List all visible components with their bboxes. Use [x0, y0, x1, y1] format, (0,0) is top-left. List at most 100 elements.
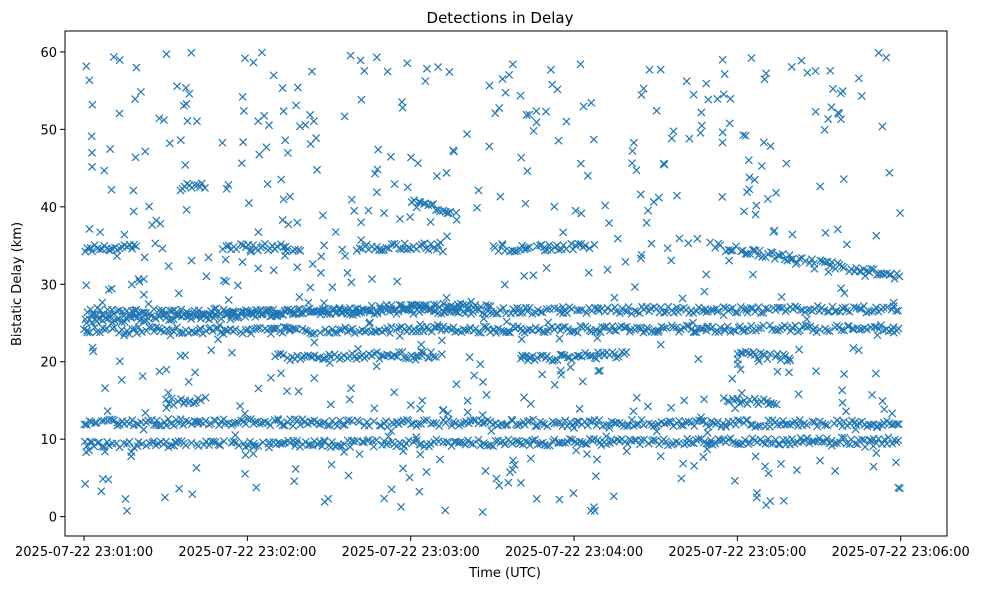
clutter-detection-marker [387, 485, 396, 494]
clutter-detection-marker [629, 138, 638, 147]
clutter-detection-marker [482, 390, 491, 399]
clutter-detection-marker [751, 210, 760, 219]
track-detection-marker [145, 439, 154, 448]
clutter-detection-marker [173, 82, 182, 91]
clutter-detection-marker [553, 85, 562, 94]
clutter-detection-marker [751, 452, 760, 461]
clutter-detection-marker [465, 353, 474, 362]
track-detection-marker [825, 327, 834, 336]
clutter-detection-marker [632, 166, 641, 175]
clutter-detection-marker [326, 443, 335, 452]
clutter-detection-marker [836, 89, 845, 98]
track-detection-marker [563, 422, 572, 431]
clutter-detection-marker [367, 275, 377, 284]
clutter-detection-marker [106, 145, 115, 154]
clutter-detection-marker [191, 368, 200, 377]
track-detection-marker [690, 421, 699, 430]
track-detection-marker [660, 419, 669, 428]
clutter-detection-marker [656, 65, 665, 74]
clutter-detection-marker [838, 398, 847, 407]
clutter-detection-marker [481, 466, 490, 475]
clutter-detection-marker [140, 253, 149, 262]
clutter-detection-marker [310, 338, 319, 347]
x-tick-label: 2025-07-22 23:03:00 [342, 545, 480, 560]
track-detection-marker [862, 325, 871, 334]
track-detection-marker [190, 328, 199, 337]
clutter-detection-marker [346, 51, 355, 60]
clutter-detection-marker [241, 469, 250, 478]
clutter-detection-marker [885, 168, 894, 177]
clutter-detection-marker [697, 121, 706, 130]
track-detection-marker [113, 315, 122, 324]
clutter-detection-marker [526, 454, 535, 463]
clutter-detection-marker [399, 447, 408, 456]
track-detection-marker [595, 416, 604, 425]
track-detection-marker [456, 419, 465, 428]
clutter-detection-marker [406, 401, 415, 410]
clutter-detection-marker [82, 448, 91, 457]
track-detection-marker [538, 419, 547, 428]
clutter-detection-marker [310, 374, 319, 383]
clutter-detection-marker [810, 264, 819, 273]
track-detection-marker [243, 415, 252, 424]
track-detection-marker [255, 419, 264, 428]
clutter-detection-marker [696, 128, 705, 137]
clutter-detection-marker [355, 450, 364, 459]
track-detection-marker [115, 244, 124, 253]
clutter-detection-marker [632, 393, 641, 402]
track-detection-marker [466, 439, 475, 448]
clutter-detection-marker [889, 298, 898, 307]
clutter-detection-marker [759, 138, 768, 147]
track-detection-marker [876, 321, 886, 330]
clutter-detection-marker [872, 449, 881, 458]
clutter-detection-marker [204, 253, 213, 262]
clutter-detection-marker [374, 145, 383, 154]
clutter-detection-marker [888, 409, 897, 418]
clutter-detection-marker [610, 293, 619, 302]
clutter-detection-marker [254, 384, 263, 393]
clutter-detection-marker [426, 218, 435, 227]
track-detection-marker [855, 325, 864, 334]
track-detection-marker [644, 439, 653, 448]
clutter-detection-marker [85, 76, 94, 85]
clutter-detection-marker [254, 117, 263, 126]
track-detection-marker [323, 327, 332, 337]
clutter-detection-marker [647, 239, 656, 248]
clutter-detection-marker [397, 502, 406, 511]
clutter-detection-marker [878, 122, 887, 131]
clutter-detection-marker [550, 202, 559, 211]
clutter-detection-marker [88, 162, 97, 171]
track-detection-marker [800, 419, 809, 428]
clutter-detection-marker [269, 266, 278, 275]
clutter-detection-marker [737, 389, 746, 398]
track-detection-marker [420, 301, 429, 310]
clutter-detection-marker [584, 268, 593, 277]
track-detection-marker [558, 323, 567, 332]
clutter-detection-marker [731, 404, 740, 413]
track-detection-marker [497, 326, 506, 335]
track-detection-marker [488, 420, 497, 429]
clutter-detection-marker [162, 365, 171, 374]
track-detection-marker [761, 304, 770, 313]
clutter-detection-marker [757, 161, 766, 171]
clutter-detection-marker [725, 119, 734, 128]
track-detection-marker [682, 321, 691, 330]
x-tick-label: 2025-07-22 23:04:00 [505, 545, 643, 560]
clutter-detection-marker [699, 452, 708, 461]
clutter-detection-marker [772, 188, 781, 197]
track-detection-marker [582, 308, 591, 317]
track-detection-marker [573, 328, 582, 337]
clutter-detection-marker [244, 199, 253, 208]
track-detection-marker [215, 421, 224, 430]
clutter-detection-marker [544, 318, 553, 327]
track-detection-marker [241, 312, 250, 321]
clutter-detection-marker [338, 245, 347, 254]
track-detection-marker [476, 328, 486, 337]
track-detection-marker [892, 419, 902, 429]
clutter-detection-marker [370, 404, 379, 413]
clutter-detection-marker [96, 228, 105, 237]
track-detection-marker [395, 323, 404, 332]
clutter-detection-marker [422, 467, 431, 476]
track-detection-marker [387, 322, 396, 331]
